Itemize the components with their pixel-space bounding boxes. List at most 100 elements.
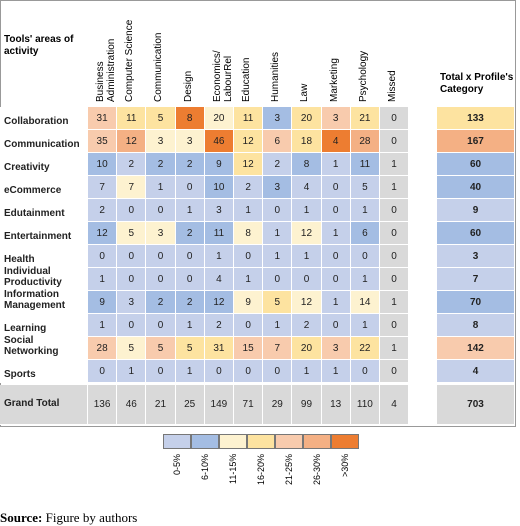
cell: 20 (204, 107, 234, 130)
cell: 22 (350, 337, 380, 360)
cell: 1 (380, 176, 409, 199)
cell: 1 (263, 222, 293, 245)
cell: 1 (292, 360, 322, 383)
cell: 110 (350, 385, 380, 425)
cell: 1 (117, 360, 147, 383)
cell: 0 (117, 199, 147, 222)
cell: 99 (292, 385, 322, 425)
cell: 0 (146, 268, 176, 291)
cell: 2 (117, 153, 147, 176)
cell: 0 (204, 360, 234, 383)
cell: 1 (175, 199, 205, 222)
cell: 21 (350, 107, 380, 130)
cell: 5 (175, 337, 205, 360)
cell: 3 (175, 130, 205, 153)
cell: 5 (146, 107, 176, 130)
cell: 12 (292, 291, 322, 314)
cell: 0 (380, 245, 409, 268)
cell: 1 (234, 199, 264, 222)
cell: 21 (146, 385, 176, 425)
row-label: Learning (0, 314, 88, 337)
cell: 9 (234, 291, 264, 314)
cell: 0 (234, 360, 264, 383)
cell: 18 (292, 130, 322, 153)
legend-swatch (275, 434, 303, 449)
cell: 5 (117, 337, 147, 360)
row-label: Health (0, 245, 88, 268)
cell: 7 (437, 268, 515, 291)
row-label: Grand Total (0, 385, 88, 425)
cell: 46 (117, 385, 147, 425)
cell: 12 (88, 222, 118, 245)
cell: 0 (321, 199, 351, 222)
source: Source: Figure by authors (0, 510, 137, 526)
row-label: Individual Productivity (0, 266, 88, 291)
cell: 8 (234, 222, 264, 245)
cell: 1 (321, 360, 351, 383)
legend-label: >30% (340, 454, 350, 478)
cell: 9 (437, 199, 515, 222)
cell: 31 (204, 337, 234, 360)
cell: 1 (380, 153, 409, 176)
cell: 0 (117, 245, 147, 268)
cell: 0 (117, 314, 147, 337)
row-label: Social Networking (0, 335, 88, 360)
cell: 7 (88, 176, 118, 199)
column-header: Humanities (270, 51, 282, 102)
cell: 0 (380, 360, 409, 383)
column-header: Marketing (328, 58, 340, 102)
cell: 6 (350, 222, 380, 245)
column-header: Missed (387, 70, 398, 102)
cell: 1 (380, 337, 409, 360)
cell: 0 (146, 360, 176, 383)
cell: 11 (117, 107, 147, 130)
column-header: Business Administration (95, 38, 117, 102)
legend-swatch (163, 434, 191, 449)
row-label: Sports (0, 360, 88, 383)
cell: 1 (350, 314, 380, 337)
legend-label: 21-25% (284, 454, 294, 486)
cell: 10 (204, 176, 234, 199)
cell: 5 (146, 337, 176, 360)
cell: 29 (263, 385, 293, 425)
cell: 2 (234, 176, 264, 199)
cell: 0 (175, 176, 205, 199)
legend-swatch (219, 434, 247, 449)
column-header: Design (182, 70, 194, 102)
cell: 1 (88, 314, 118, 337)
cell: 5 (263, 291, 293, 314)
cell: 31 (88, 107, 118, 130)
cell: 0 (380, 199, 409, 222)
cell: 0 (350, 360, 380, 383)
cell: 3 (437, 245, 515, 268)
cell: 5 (117, 222, 147, 245)
cell: 12 (292, 222, 322, 245)
cell: 1 (263, 245, 293, 268)
cell: 60 (437, 222, 515, 245)
cell: 3 (263, 107, 293, 130)
cell: 1 (88, 268, 118, 291)
cell: 12 (234, 153, 264, 176)
cell: 70 (437, 291, 515, 314)
legend-label: 26-30% (312, 454, 322, 486)
column-header: Education (241, 57, 252, 102)
cell: 133 (437, 107, 515, 130)
cell: 0 (117, 268, 147, 291)
cell: 1 (204, 245, 234, 268)
cell: 0 (88, 245, 118, 268)
cell: 13 (321, 385, 351, 425)
cell: 4 (437, 360, 515, 383)
cell: 0 (146, 314, 176, 337)
cell: 0 (263, 360, 293, 383)
cell: 0 (321, 268, 351, 291)
cell: 12 (234, 130, 264, 153)
cell: 1 (234, 268, 264, 291)
cell: 0 (175, 245, 205, 268)
row-label: Communication (0, 130, 88, 153)
cell: 2 (292, 314, 322, 337)
legend-swatch (247, 434, 275, 449)
cell: 1 (292, 199, 322, 222)
cell: 12 (117, 130, 147, 153)
cell: 0 (88, 360, 118, 383)
